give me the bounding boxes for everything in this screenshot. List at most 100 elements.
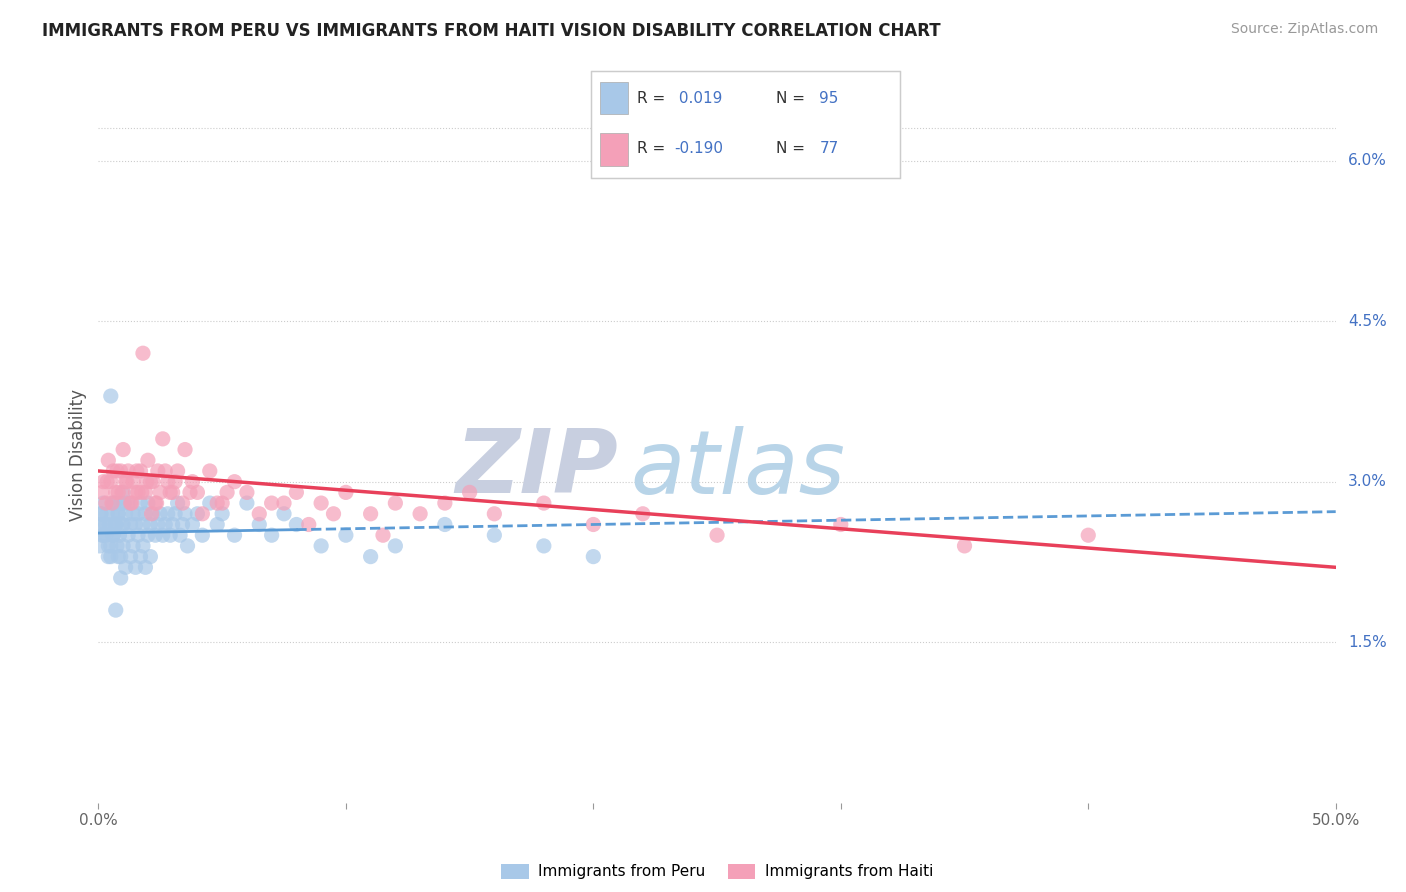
Point (155, 464, 177, 478)
Point (103, 496, 125, 510)
Point (322, 507, 344, 521)
Point (146, 517, 169, 532)
Point (145, 496, 167, 510)
Point (139, 475, 162, 489)
Point (98, 517, 121, 532)
Point (360, 507, 382, 521)
Point (100, 389, 122, 403)
Point (191, 528, 214, 542)
Point (96, 475, 118, 489)
Point (112, 517, 135, 532)
Point (111, 517, 134, 532)
Point (152, 432, 174, 446)
Point (131, 485, 153, 500)
Point (103, 528, 125, 542)
Point (224, 475, 246, 489)
Point (285, 485, 308, 500)
Point (122, 539, 145, 553)
Point (149, 485, 172, 500)
Point (134, 507, 156, 521)
Point (105, 539, 128, 553)
Point (143, 528, 166, 542)
Text: atlas: atlas (630, 425, 845, 512)
Point (129, 464, 152, 478)
Point (115, 475, 138, 489)
Point (100, 475, 122, 489)
Point (120, 517, 142, 532)
Text: 6.0%: 6.0% (1348, 153, 1386, 168)
Point (159, 485, 181, 500)
Text: N =: N = (776, 141, 810, 156)
Point (142, 475, 165, 489)
Point (706, 528, 728, 542)
Point (107, 507, 129, 521)
Point (458, 485, 481, 500)
Point (110, 549, 132, 564)
Point (309, 496, 332, 510)
Point (132, 346, 155, 360)
Text: 4.5%: 4.5% (1348, 314, 1386, 328)
Point (93, 517, 115, 532)
Point (114, 560, 136, 574)
Point (96, 507, 118, 521)
Point (122, 475, 145, 489)
Point (260, 496, 283, 510)
Point (433, 496, 456, 510)
Point (139, 517, 162, 532)
Point (198, 496, 221, 510)
Text: Source: ZipAtlas.com: Source: ZipAtlas.com (1230, 22, 1378, 37)
Point (631, 507, 654, 521)
Point (94, 528, 117, 542)
Point (129, 549, 152, 564)
Point (90, 507, 112, 521)
Point (121, 496, 143, 510)
Point (371, 528, 394, 542)
Point (186, 485, 208, 500)
Point (146, 464, 169, 478)
Point (247, 507, 270, 521)
Point (89, 517, 111, 532)
Point (107, 549, 129, 564)
Point (335, 528, 357, 542)
Point (953, 539, 976, 553)
Point (156, 475, 179, 489)
Point (143, 496, 166, 510)
Point (205, 496, 228, 510)
Point (260, 528, 283, 542)
Point (134, 485, 156, 500)
Point (198, 464, 221, 478)
Point (112, 485, 135, 500)
Point (162, 517, 184, 532)
Text: R =: R = (637, 141, 671, 156)
Point (117, 528, 139, 542)
Point (384, 496, 406, 510)
Point (93, 475, 115, 489)
Point (110, 496, 132, 510)
Point (135, 475, 157, 489)
Point (114, 475, 136, 489)
Point (582, 549, 605, 564)
Point (1077, 528, 1099, 542)
Point (166, 464, 188, 478)
Point (100, 539, 122, 553)
Point (112, 496, 135, 510)
Point (136, 496, 159, 510)
Point (174, 442, 197, 457)
Point (533, 539, 555, 553)
Point (129, 496, 152, 510)
Point (191, 507, 214, 521)
Point (112, 442, 135, 457)
Point (127, 528, 149, 542)
Point (114, 507, 136, 521)
Point (298, 517, 321, 532)
Point (830, 517, 852, 532)
Point (117, 496, 139, 510)
Point (139, 549, 162, 564)
Point (122, 507, 145, 521)
Point (120, 496, 142, 510)
Point (484, 528, 506, 542)
Point (162, 485, 184, 500)
Point (91, 528, 114, 542)
Point (107, 507, 129, 521)
Point (107, 485, 129, 500)
